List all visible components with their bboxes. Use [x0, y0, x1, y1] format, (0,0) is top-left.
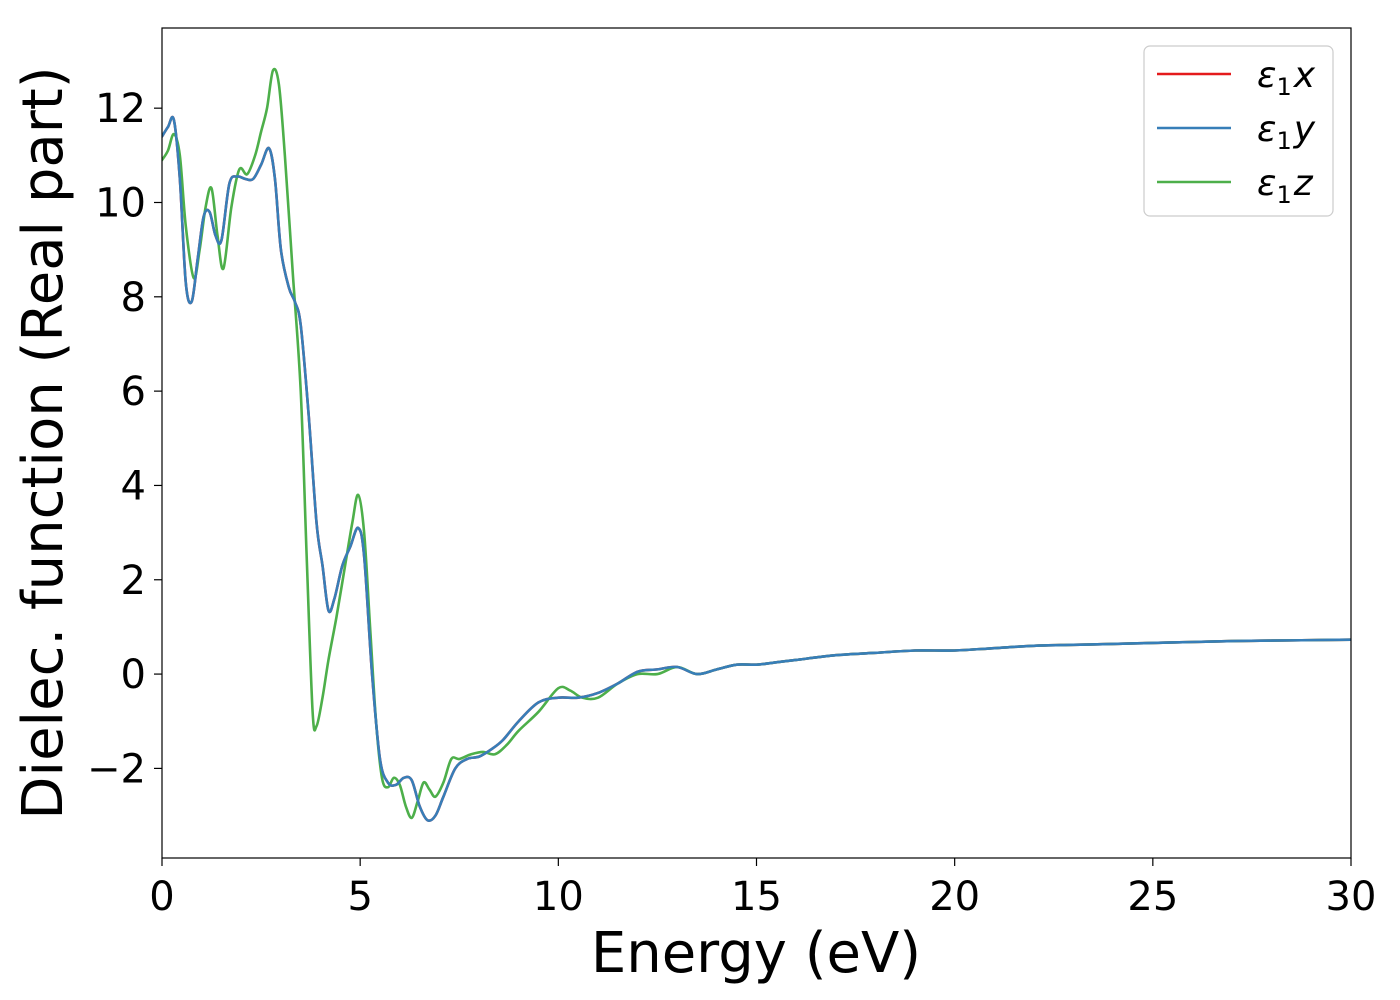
legend-label-eps1x: ε1x [1257, 55, 1316, 101]
legend-symbol: ε [1257, 55, 1276, 96]
y-axis-label: Dielec. function (Real part) [11, 66, 76, 819]
y-tick-label: 12 [95, 86, 146, 132]
series-layer [162, 67, 1351, 823]
series-line-eps1y [162, 115, 1351, 823]
x-tick-label: 0 [149, 874, 174, 920]
y-tick-label: 4 [121, 463, 146, 509]
y-tick-label: 2 [121, 558, 146, 604]
x-tick-label: 5 [347, 874, 372, 920]
x-tick-label: 10 [533, 874, 584, 920]
y-tick-label: 8 [121, 275, 146, 321]
x-axis-label: Energy (eV) [591, 921, 921, 986]
legend-component: y [1293, 109, 1316, 150]
legend-subscript: 1 [1276, 73, 1291, 101]
legend-subscript: 1 [1276, 181, 1291, 209]
legend-symbol: ε [1257, 109, 1276, 150]
y-tick-label: 6 [121, 369, 146, 415]
x-tick-label: 30 [1326, 874, 1377, 920]
legend-component: x [1293, 55, 1316, 96]
y-tick-label: 10 [95, 180, 146, 226]
legend-subscript: 1 [1276, 127, 1291, 155]
x-tick-label: 20 [929, 874, 980, 920]
x-tick-label: 25 [1127, 874, 1178, 920]
y-tick-label: 0 [121, 652, 146, 698]
y-axis-ticks: −2 0 2 4 6 8 10 12 [87, 86, 162, 792]
x-tick-label: 15 [731, 874, 782, 920]
legend-label-eps1y: ε1y [1257, 109, 1316, 155]
legend-symbol: ε [1257, 163, 1276, 204]
legend-component: z [1293, 163, 1314, 204]
legend-box [1143, 45, 1334, 217]
x-axis-ticks: 0 5 10 15 20 25 30 [149, 858, 1376, 920]
y-tick-label: −2 [87, 746, 146, 792]
plot-area [161, 27, 1352, 859]
legend-label-eps1z: ε1z [1257, 163, 1314, 209]
